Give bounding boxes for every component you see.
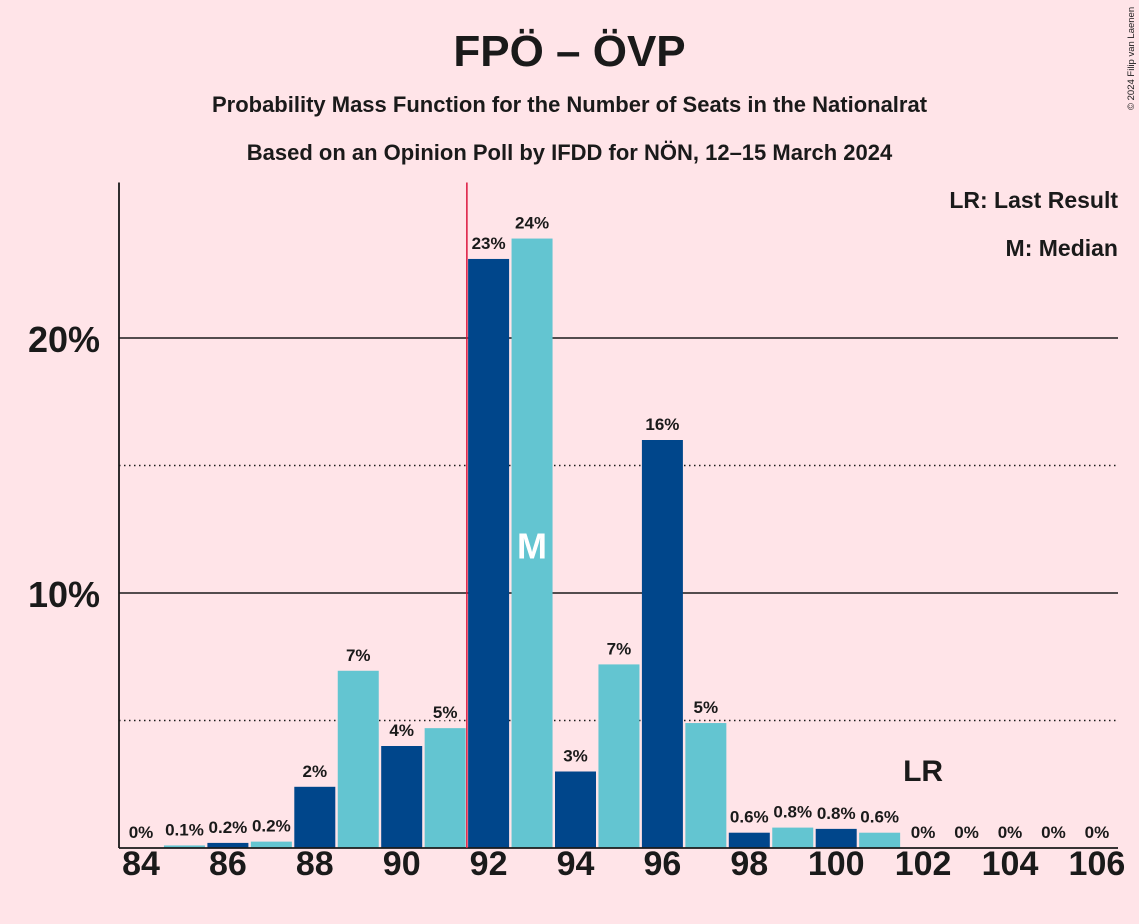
value-label-seat-105: 0%	[1041, 823, 1066, 842]
chart-subtitle: Probability Mass Function for the Number…	[212, 92, 928, 117]
chart-caption: Based on an Opinion Poll by IFDD for NÖN…	[247, 140, 893, 165]
value-label-seat-88: 2%	[303, 762, 328, 781]
x-tick-label-86: 86	[209, 845, 247, 883]
value-label-seat-100: 0.8%	[817, 804, 856, 823]
bar-seat-88	[294, 786, 336, 848]
value-label-seat-96: 16%	[645, 415, 679, 434]
x-axis-tick-labels: 84 86 88 90 92 94 96 98 100 102 104 106	[122, 845, 1125, 883]
y-axis-tick-labels: 10% 20%	[28, 319, 100, 615]
x-tick-label-106: 106	[1069, 845, 1126, 883]
value-label-seat-106: 0%	[1085, 823, 1110, 842]
bar-seat-99	[772, 827, 814, 848]
bar-seat-87	[250, 841, 292, 848]
value-label-seat-101: 0.6%	[860, 808, 899, 827]
x-tick-label-92: 92	[470, 845, 508, 883]
value-label-seat-92: 23%	[472, 234, 506, 253]
value-label-seat-104: 0%	[998, 823, 1023, 842]
x-tick-label-88: 88	[296, 845, 334, 883]
bar-seat-94	[555, 771, 596, 848]
bar-seat-101	[859, 832, 901, 848]
bar-seat-95	[598, 664, 640, 848]
median-marker: M	[517, 525, 547, 566]
value-label-seat-91: 5%	[433, 703, 458, 722]
value-label-seat-94: 3%	[563, 747, 588, 766]
value-label-seat-97: 5%	[694, 698, 719, 717]
markers: M LR	[466, 182, 943, 848]
bar-seat-85	[163, 845, 205, 848]
value-label-seat-90: 4%	[389, 721, 414, 740]
bar-seat-93	[511, 238, 553, 849]
bar-seat-86	[207, 842, 249, 848]
value-label-seat-98: 0.6%	[730, 808, 769, 827]
value-label-seat-103: 0%	[954, 823, 979, 842]
last-result-marker: LR	[903, 755, 943, 788]
legend: LR: Last Result M: Median	[949, 187, 1118, 261]
value-label-seat-89: 7%	[346, 646, 371, 665]
value-labels: 0% 0.1% 0.2% 0.2% 2% 7% 4% 5% 23% 24% 3% 7% 16% 5% 0.6…	[126, 211, 1111, 844]
bar-seat-91	[424, 728, 466, 848]
value-label-seat-84: 0%	[129, 823, 154, 842]
legend-median: M: Median	[1006, 235, 1118, 261]
legend-last-result: LR: Last Result	[949, 187, 1118, 213]
value-label-seat-102: 0%	[911, 823, 936, 842]
chart-title: FPÖ – ÖVP	[453, 27, 685, 76]
value-label-seat-87: 0.2%	[252, 817, 291, 836]
gridlines	[119, 337, 1118, 722]
x-tick-label-90: 90	[383, 845, 421, 883]
bar-seat-90	[381, 746, 423, 848]
x-tick-label-100: 100	[808, 845, 865, 883]
value-label-seat-99: 0.8%	[773, 803, 812, 822]
bar-seat-96	[641, 440, 683, 848]
bar-seat-98	[728, 832, 770, 848]
x-tick-label-98: 98	[730, 845, 768, 883]
axes	[118, 182, 1118, 849]
value-label-seat-86: 0.2%	[209, 818, 248, 837]
x-tick-label-96: 96	[643, 845, 681, 883]
bar-seat-97	[685, 723, 727, 848]
y-tick-label-20: 20%	[28, 319, 100, 360]
value-label-seat-95: 7%	[607, 639, 632, 658]
x-tick-label-94: 94	[557, 845, 595, 883]
copyright-notice: © 2024 Filip van Laenen	[1126, 7, 1137, 110]
y-tick-label-10: 10%	[28, 574, 100, 615]
x-tick-label-104: 104	[982, 845, 1039, 883]
bar-seat-89	[337, 670, 379, 848]
value-label-seat-85: 0.1%	[165, 820, 204, 839]
x-tick-label-84: 84	[122, 845, 160, 883]
bar-seat-92	[468, 258, 510, 848]
bar-series	[163, 238, 901, 849]
x-tick-label-102: 102	[895, 845, 952, 883]
value-label-seat-93: 24%	[515, 214, 549, 233]
bar-seat-100	[815, 828, 857, 848]
